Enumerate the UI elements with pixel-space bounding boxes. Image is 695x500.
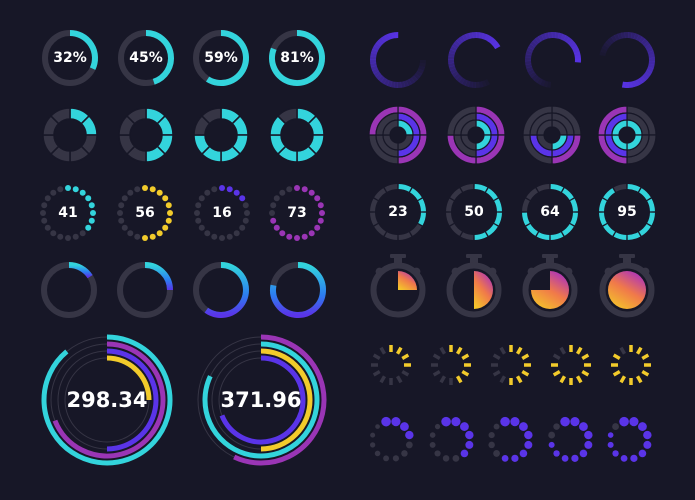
gradient-ring (189, 258, 253, 322)
tick-spinner (546, 340, 596, 390)
percent-ring: 59% (189, 26, 253, 90)
loading-spinner (521, 28, 585, 92)
dot-spinner (543, 413, 597, 467)
dot-spinner (602, 413, 656, 467)
stopwatch-timer (592, 254, 662, 325)
loading-spinner (366, 28, 430, 92)
loading-spinner (444, 28, 508, 92)
segmented-ring-12: 50 (442, 180, 506, 244)
gradient-ring (113, 258, 177, 322)
tick-spinner (486, 340, 536, 390)
segmented-ring (40, 105, 100, 165)
dot-ring: 16 (190, 181, 254, 245)
gradient-ring (266, 258, 330, 322)
multi-ring-chart: 298.34 (32, 325, 182, 475)
stopwatch-timer (515, 254, 585, 325)
dot-spinner (364, 413, 418, 467)
dot-ring: 56 (113, 181, 177, 245)
tick-spinner (606, 340, 656, 390)
loading-spinner (595, 28, 659, 92)
quadrant-ring (444, 103, 508, 167)
multi-ring-chart: 371.96 (186, 325, 336, 475)
dot-spinner (483, 413, 537, 467)
segmented-ring (191, 105, 251, 165)
quadrant-ring (366, 103, 430, 167)
stopwatch-timer (439, 254, 509, 325)
stopwatch-timer (363, 254, 433, 325)
tick-spinner (366, 340, 416, 390)
tick-spinner (426, 340, 476, 390)
dot-ring: 41 (36, 181, 100, 245)
segmented-ring (267, 105, 327, 165)
gradient-ring (37, 258, 101, 322)
quadrant-ring (595, 103, 659, 167)
segmented-ring-12: 64 (518, 180, 582, 244)
segmented-ring-12: 95 (595, 180, 659, 244)
segmented-ring (116, 105, 176, 165)
dot-ring: 73 (265, 181, 329, 245)
percent-ring: 45% (114, 26, 178, 90)
quadrant-ring (520, 103, 584, 167)
percent-ring: 32% (38, 26, 102, 90)
dot-spinner (424, 413, 478, 467)
percent-ring: 81% (265, 26, 329, 90)
segmented-ring-12: 23 (366, 180, 430, 244)
